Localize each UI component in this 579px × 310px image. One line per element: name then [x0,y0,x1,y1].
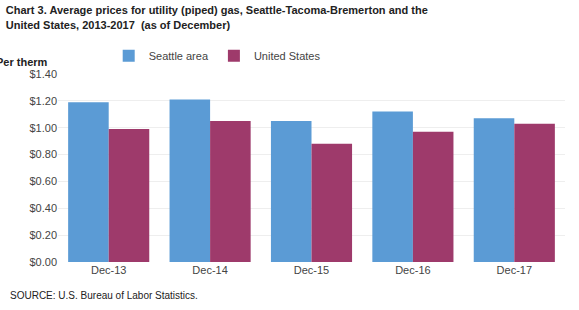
svg-text:Dec-17: Dec-17 [497,264,532,276]
svg-text:$1.40: $1.40 [29,68,57,80]
svg-text:Dec-16: Dec-16 [395,264,430,276]
svg-text:Dec-13: Dec-13 [91,264,126,276]
svg-text:$0.80: $0.80 [29,148,57,160]
svg-text:Seattle area: Seattle area [149,50,209,62]
svg-text:$0.00: $0.00 [29,256,57,268]
svg-text:Chart 3. Average prices for ut: Chart 3. Average prices for utility (pip… [6,4,428,30]
svg-text:$1.20: $1.20 [29,95,57,107]
svg-text:SOURCE: U.S. Bureau of Labor S: SOURCE: U.S. Bureau of Labor Statistics. [10,290,198,301]
svg-text:Per therm: Per therm [0,56,48,68]
svg-text:$1.00: $1.00 [29,122,57,134]
svg-text:Dec-14: Dec-14 [192,264,227,276]
svg-text:Dec-15: Dec-15 [294,264,329,276]
svg-text:$0.20: $0.20 [29,229,57,241]
svg-text:United States: United States [254,50,321,62]
svg-text:$0.40: $0.40 [29,202,57,214]
svg-text:$0.60: $0.60 [29,175,57,187]
